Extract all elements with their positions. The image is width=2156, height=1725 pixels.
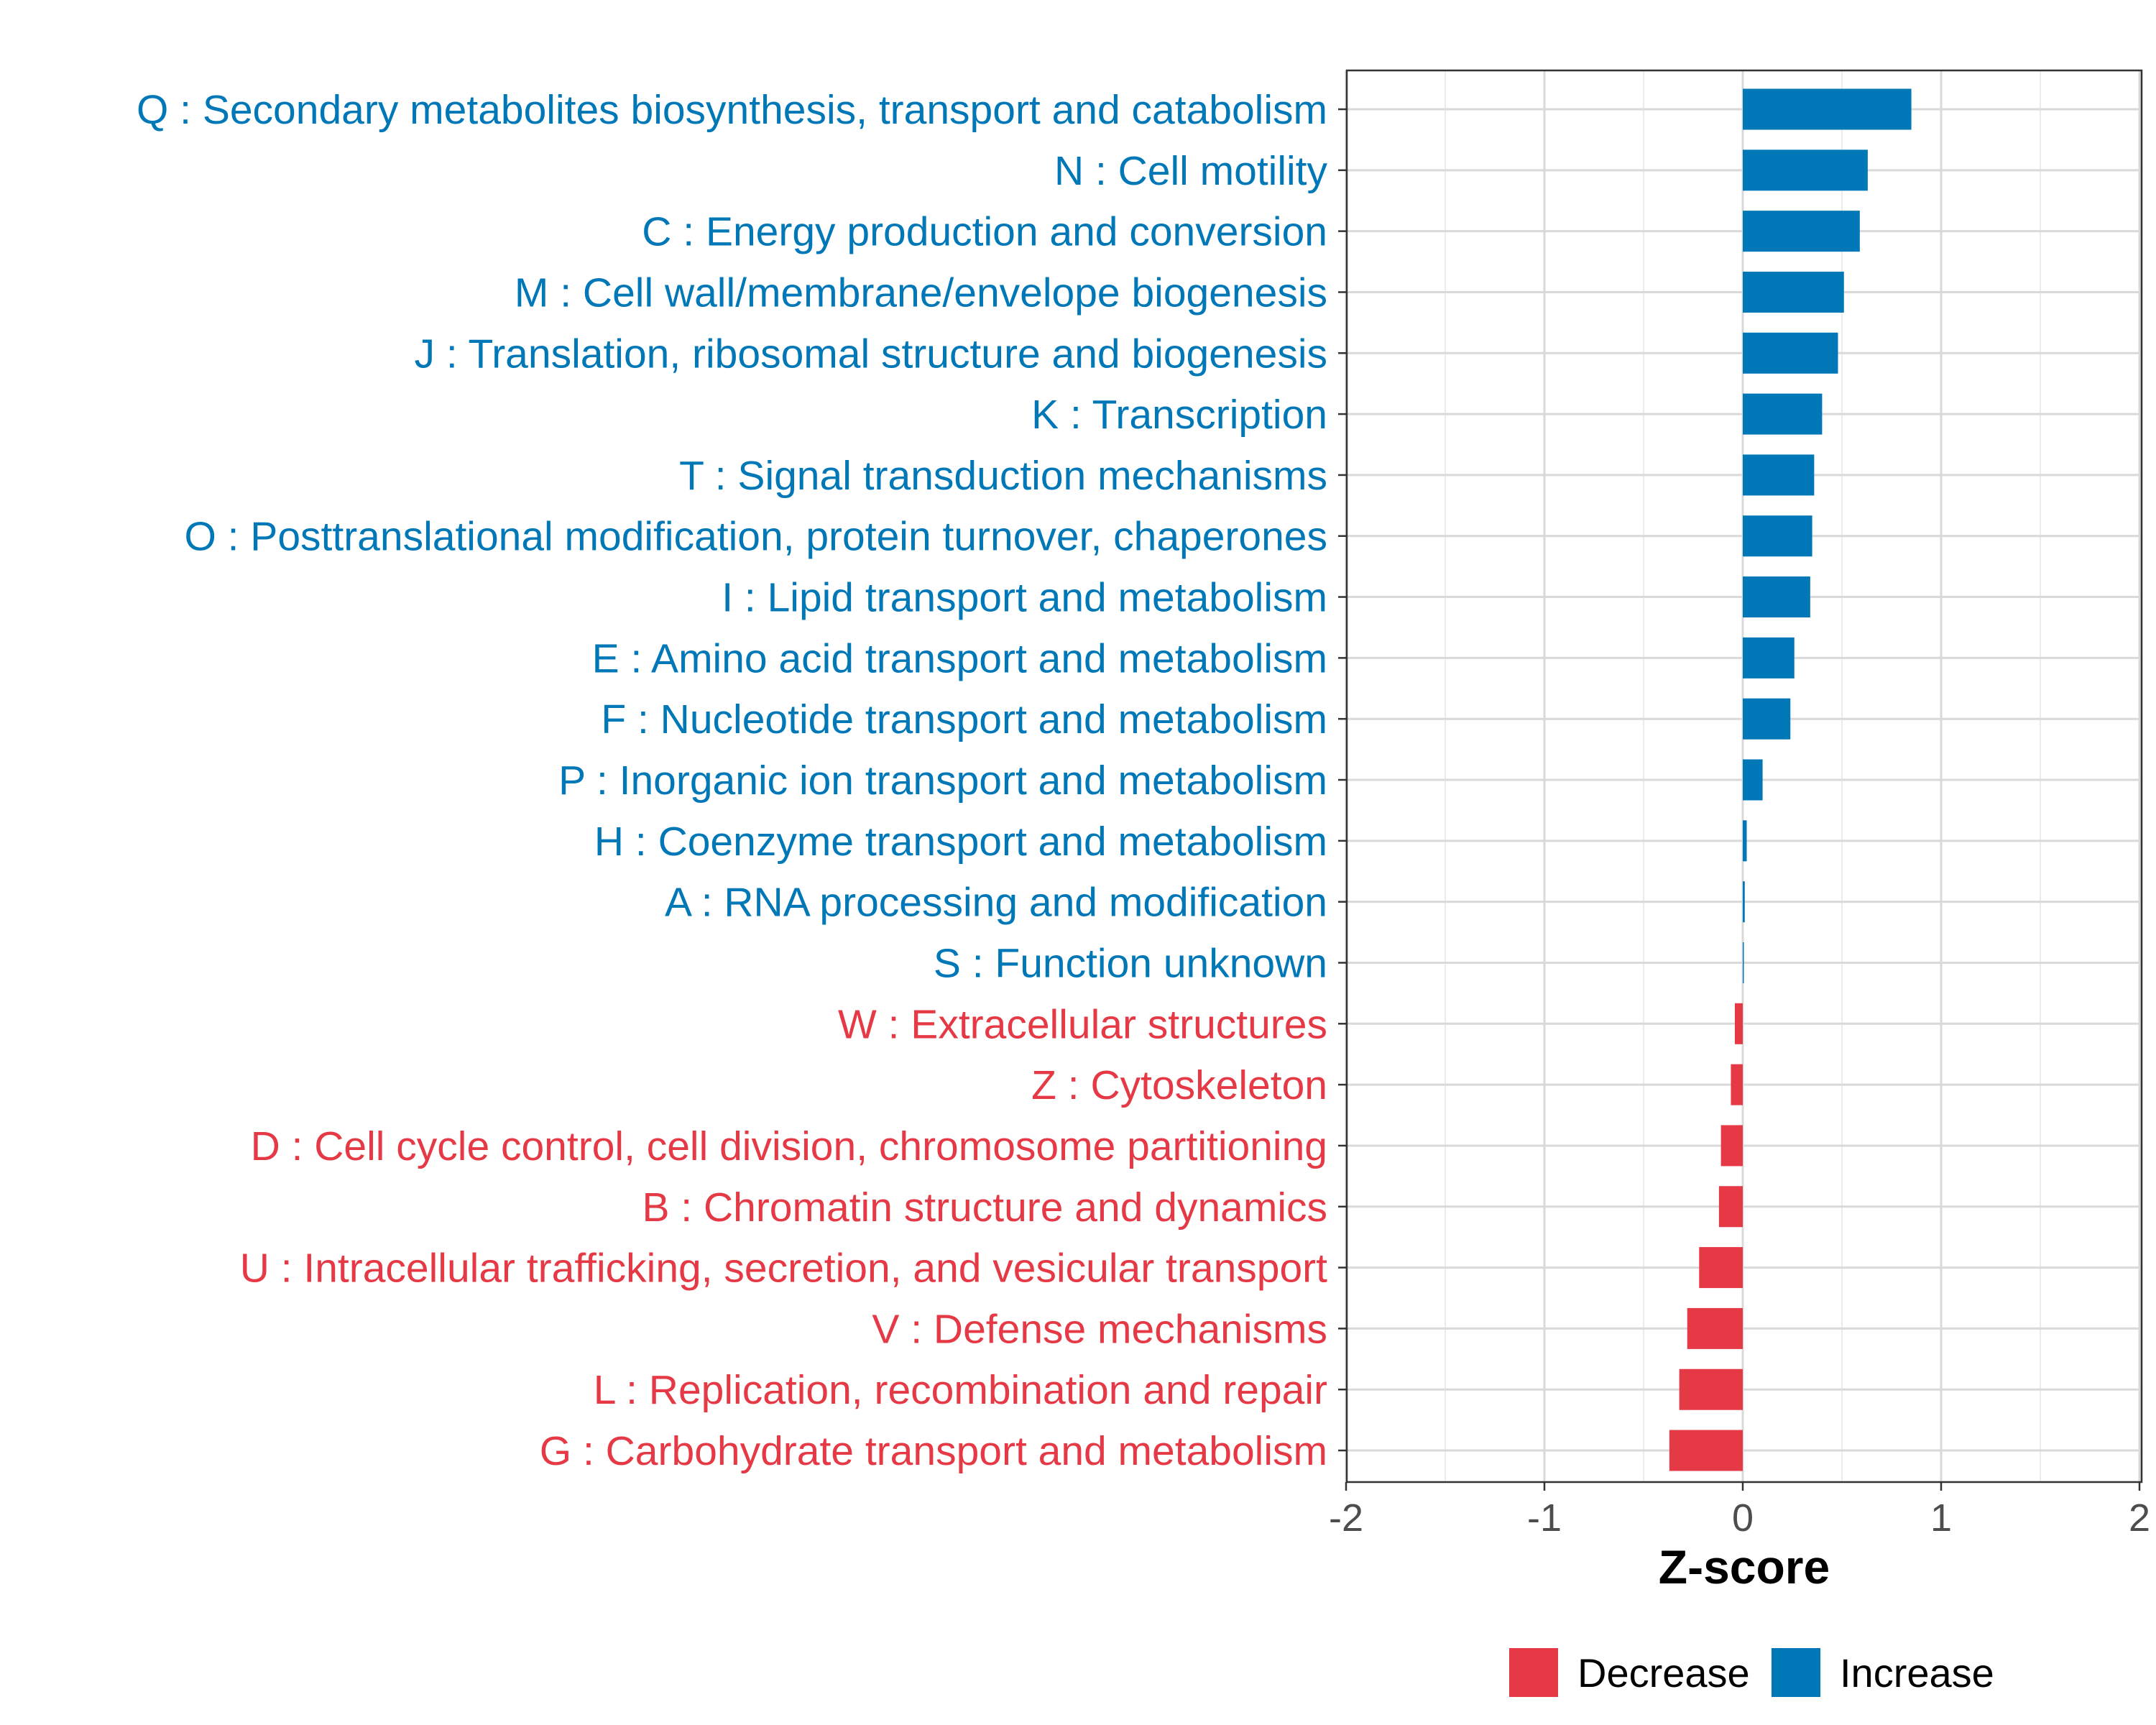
y-axis: Q : Secondary metabolites biosynthesis, … [137, 87, 1347, 1474]
bar [1720, 1125, 1743, 1167]
x-tick-label: -2 [1329, 1496, 1363, 1540]
bar [1743, 820, 1747, 862]
category-label: F : Nucleotide transport and metabolism [601, 696, 1327, 742]
category-label: J : Translation, ribosomal structure and… [415, 331, 1327, 377]
category-label: A : RNA processing and modification [665, 880, 1327, 926]
x-tick-label: 2 [2129, 1496, 2150, 1540]
bar [1743, 698, 1791, 740]
category-label: P : Inorganic ion transport and metaboli… [558, 758, 1327, 804]
category-label: I : Lipid transport and metabolism [722, 575, 1327, 621]
bars [1669, 88, 1912, 1471]
legend: Decrease Increase [1509, 1648, 1994, 1697]
legend-label-decrease: Decrease [1577, 1650, 1750, 1696]
category-label: E : Amino acid transport and metabolism [592, 635, 1327, 681]
category-label: L : Replication, recombination and repai… [594, 1367, 1327, 1413]
bar [1743, 576, 1810, 618]
x-tick-label: -1 [1527, 1496, 1562, 1540]
category-label: Q : Secondary metabolites biosynthesis, … [137, 87, 1327, 133]
bar [1743, 150, 1868, 191]
bar [1743, 942, 1744, 983]
bar [1743, 637, 1795, 678]
bar [1699, 1247, 1743, 1289]
x-tick-label: 1 [1930, 1496, 1952, 1540]
bar [1743, 211, 1860, 252]
category-label: S : Function unknown [934, 940, 1327, 986]
bar [1743, 881, 1745, 923]
bar [1734, 1003, 1743, 1044]
bar [1743, 271, 1844, 313]
category-label: C : Energy production and conversion [642, 209, 1327, 255]
bar [1743, 393, 1823, 435]
category-label: N : Cell motility [1054, 148, 1328, 194]
legend-key-increase [1772, 1648, 1820, 1697]
bar [1743, 515, 1812, 557]
category-label: D : Cell cycle control, cell division, c… [251, 1123, 1327, 1169]
bar [1743, 332, 1838, 374]
bar [1743, 454, 1815, 496]
panel-border [1345, 69, 2143, 1484]
bar [1669, 1430, 1743, 1471]
category-label: W : Extracellular structures [838, 1001, 1327, 1047]
category-label: B : Chromatin structure and dynamics [642, 1184, 1327, 1230]
bar [1679, 1368, 1743, 1410]
category-label: M : Cell wall/membrane/envelope biogenes… [515, 270, 1327, 316]
x-axis: -2 -1 0 1 2 [1329, 1482, 2150, 1540]
category-label: G : Carbohydrate transport and metabolis… [540, 1428, 1327, 1474]
category-label: U : Intracellular trafficking, secretion… [240, 1246, 1327, 1292]
bar [1743, 88, 1912, 130]
bar [1731, 1064, 1743, 1105]
x-axis-title: Z-score [1659, 1540, 1830, 1593]
category-label: H : Coenzyme transport and metabolism [594, 819, 1327, 865]
category-label: V : Defense mechanisms [872, 1306, 1327, 1352]
bar [1743, 759, 1763, 801]
category-label: O : Posttranslational modification, prot… [184, 514, 1327, 560]
legend-key-decrease [1509, 1648, 1558, 1697]
x-tick-label: 0 [1732, 1496, 1754, 1540]
bar [1687, 1307, 1743, 1349]
category-label: Z : Cytoskeleton [1031, 1062, 1327, 1108]
category-label: T : Signal transduction mechanisms [679, 453, 1327, 499]
bar [1718, 1186, 1743, 1228]
category-label: K : Transcription [1031, 392, 1327, 438]
legend-label-increase: Increase [1840, 1650, 1994, 1696]
